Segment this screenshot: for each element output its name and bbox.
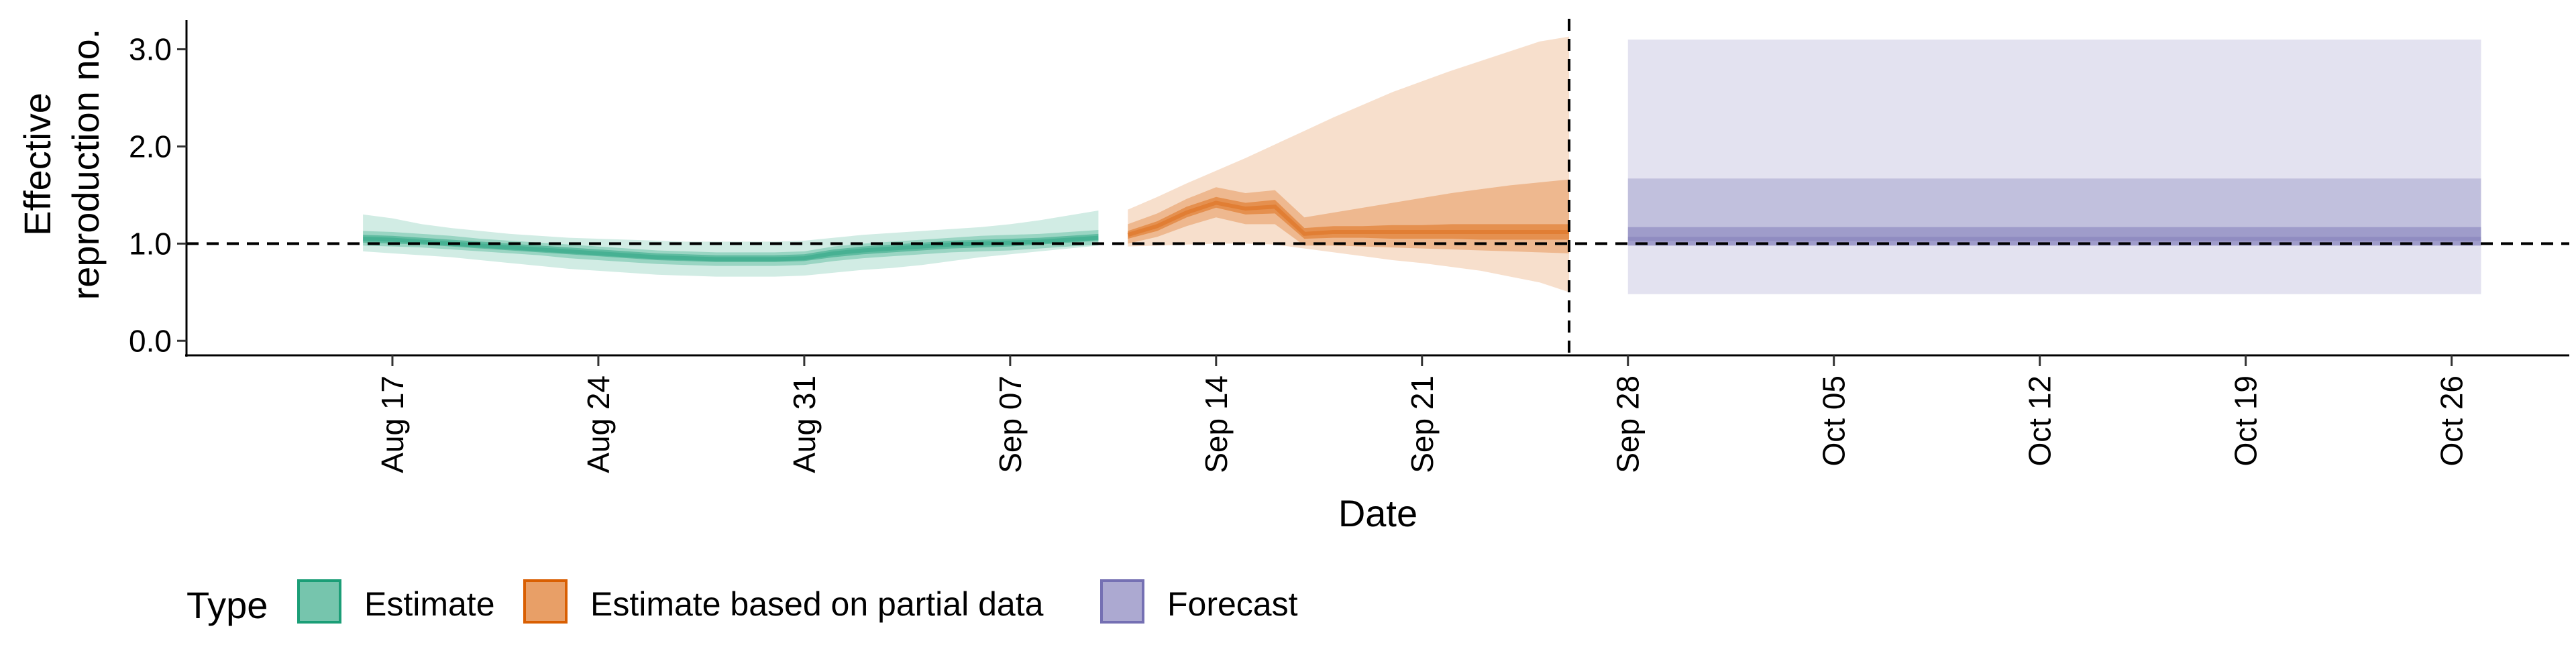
legend-title: Type [186,584,268,626]
y-tick-label: 1.0 [129,226,172,261]
estimate-band-50 [363,230,1099,266]
x-tick-label: Sep 21 [1405,375,1440,473]
legend-label-estimate: Estimate [364,585,495,623]
y-tick-label: 2.0 [129,129,172,164]
x-tick-label: Aug 31 [787,375,822,473]
x-tick-label: Sep 28 [1611,375,1646,473]
estimate-based-on-partial-data-median-line [1127,200,1570,237]
x-tick-label: Aug 24 [581,375,616,473]
axes: 0.0 1.0 2.0 3.0 Aug 17 Aug 24 Aug 31 Sep 07 Sep … [16,20,2569,534]
legend-label-forecast: Forecast [1167,585,1298,623]
x-tick-label: Aug 17 [375,375,410,473]
y-axis-title: Effective reproduction no. [16,29,107,300]
y-axis-title-line: reproduction no. [64,29,107,300]
estimate-based-on-partial-data-band-90 [1128,36,1570,292]
x-tick-label: Sep 07 [993,375,1028,473]
y-tick-label: 3.0 [129,32,172,66]
legend-key-estimate [297,579,341,624]
reference-lines [186,19,2569,355]
estimate-band-20 [363,233,1099,262]
forecast-band-90 [1627,39,2481,294]
legend-label-estimate-based-on-partial-data: Estimate based on partial data [590,585,1044,623]
uncertainty-bands [363,36,2481,294]
estimate-based-on-partial-data-band-50 [1128,179,1570,253]
x-tick-label: Oct 05 [1817,375,1851,467]
legend-key-forecast [1100,579,1144,624]
y-tick-label: 0.0 [129,323,172,358]
forecast-band-20 [1627,227,2481,246]
y-axis-title-line: Effective [16,93,58,236]
x-tick-label: Oct 19 [2229,375,2263,467]
x-tick-label: Oct 26 [2434,375,2469,467]
estimate-based-on-partial-data-band-20 [1128,196,1570,240]
forecast-band-50 [1627,178,2481,246]
legend: Type Estimate Estimate based on partial da… [186,579,1298,626]
x-axis-title: Date [1338,492,1417,534]
x-tick-label: Oct 12 [2023,375,2057,467]
x-tick-label: Sep 14 [1199,375,1234,473]
legend-key-estimate-based-on-partial-data [523,579,568,624]
